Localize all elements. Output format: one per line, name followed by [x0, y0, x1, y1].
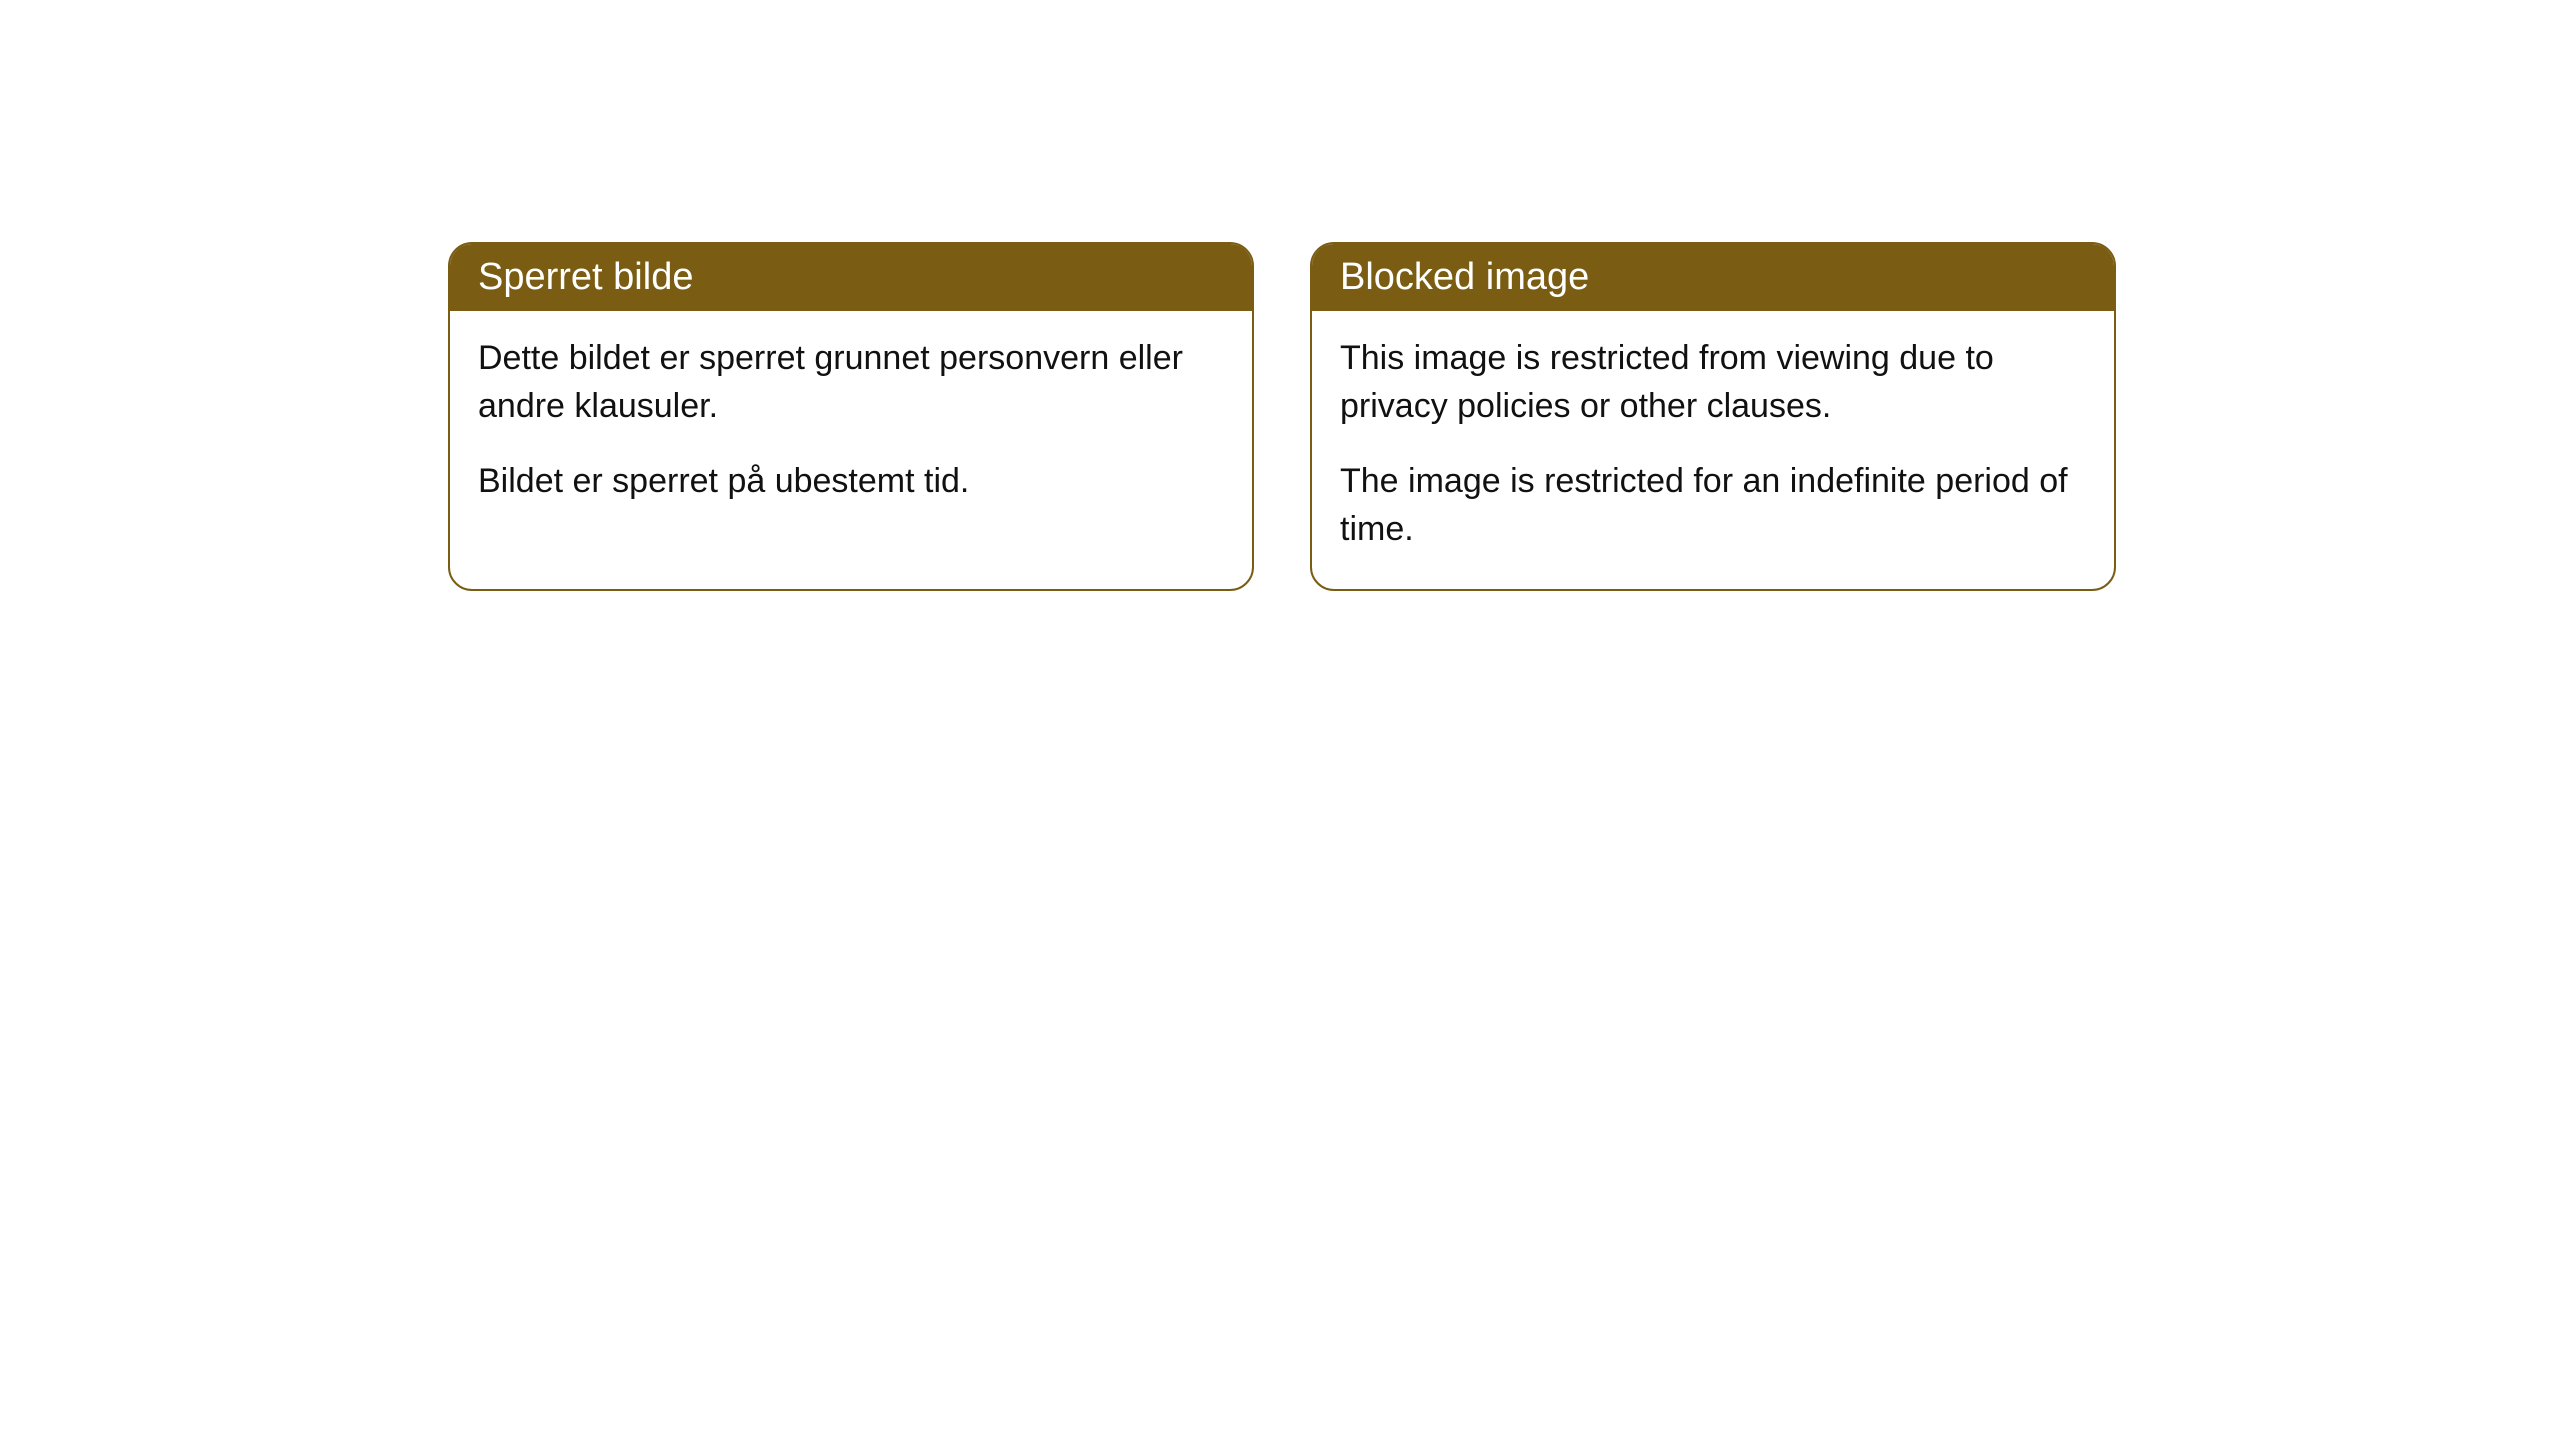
card-body-norwegian: Dette bildet er sperret grunnet personve… — [450, 311, 1252, 542]
card-title: Blocked image — [1340, 256, 1589, 298]
notice-card-english: Blocked image This image is restricted f… — [1310, 242, 2116, 591]
notice-card-norwegian: Sperret bilde Dette bildet er sperret gr… — [448, 242, 1254, 591]
card-header-norwegian: Sperret bilde — [450, 244, 1252, 311]
card-header-english: Blocked image — [1312, 244, 2114, 311]
card-body-english: This image is restricted from viewing du… — [1312, 311, 2114, 589]
notice-cards-container: Sperret bilde Dette bildet er sperret gr… — [448, 242, 2116, 591]
card-paragraph: This image is restricted from viewing du… — [1340, 335, 2086, 430]
card-paragraph: Bildet er sperret på ubestemt tid. — [478, 458, 1224, 506]
card-paragraph: Dette bildet er sperret grunnet personve… — [478, 335, 1224, 430]
card-paragraph: The image is restricted for an indefinit… — [1340, 458, 2086, 553]
card-title: Sperret bilde — [478, 256, 693, 298]
